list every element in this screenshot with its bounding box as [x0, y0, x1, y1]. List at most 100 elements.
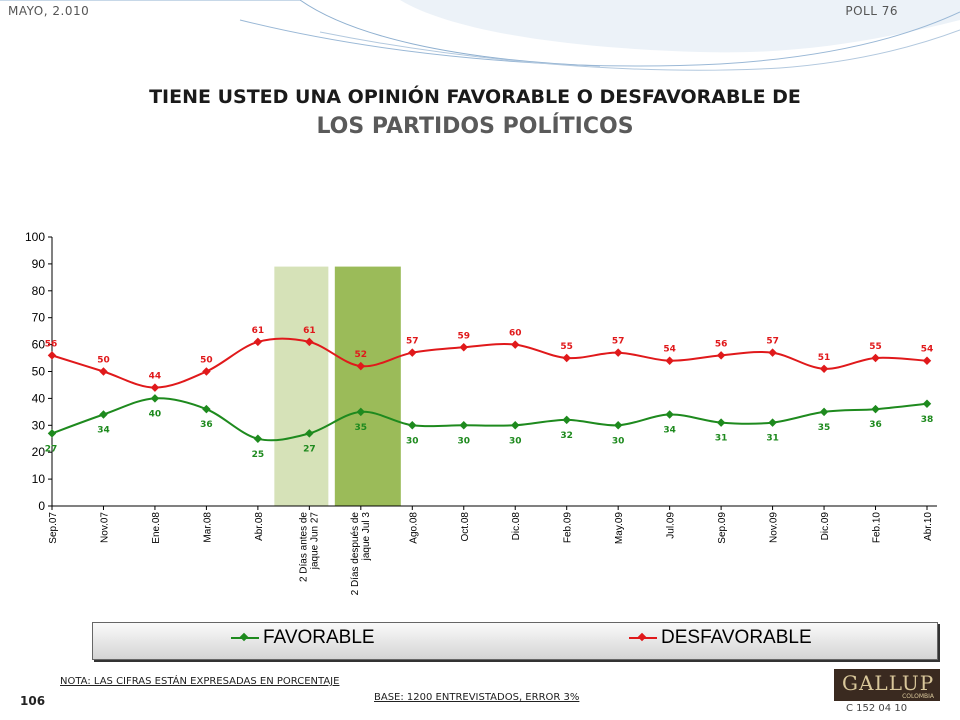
y-tick-label: 60 — [32, 338, 46, 352]
logo-text: GALLUP — [842, 671, 935, 695]
x-tick-label: Mar.08 — [202, 512, 213, 543]
data-point — [665, 356, 674, 365]
data-point — [768, 418, 777, 427]
opinion-line-chart: 0 10 20 30 40 50 60 70 80 90 100 Sep.07 Nov.07 Ene.08… — [25, 230, 937, 596]
data-point — [459, 343, 469, 352]
data-label: 50 — [200, 356, 213, 366]
data-label: 51 — [818, 353, 831, 363]
data-label: 30 — [406, 436, 419, 446]
x-tick-label: Feb.09 — [563, 512, 574, 544]
legend-item-favorable: FAVORABLE — [231, 627, 375, 649]
logo-subtext: COLOMBIA — [902, 693, 934, 700]
x-tick-label: 2 Días después de — [350, 512, 361, 596]
legend-swatch-favorable — [231, 637, 259, 639]
legend-label-favorable: FAVORABLE — [263, 627, 375, 648]
data-point — [819, 407, 829, 417]
data-point — [562, 415, 571, 425]
header-decoration — [0, 0, 960, 71]
data-point — [202, 404, 211, 414]
x-tick-label-group: Feb.09 — [563, 512, 574, 544]
data-point — [253, 434, 263, 443]
x-tick-label: Dic.08 — [511, 512, 522, 541]
sample-base: BASE: 1200 ENTREVISTADOS, ERROR 3% — [374, 692, 580, 703]
x-tick-label-group: May.09 — [614, 512, 625, 544]
data-point — [768, 348, 777, 357]
data-label: 25 — [252, 450, 265, 460]
x-tick-label: Sep.09 — [717, 512, 728, 544]
data-label: 27 — [303, 444, 316, 454]
data-point — [305, 429, 314, 438]
x-tick-label-group: Oct.08 — [460, 512, 471, 542]
x-tick-label: jaque Jun 27 — [309, 512, 320, 571]
data-point — [871, 404, 880, 414]
data-point — [408, 421, 417, 430]
data-point — [613, 421, 623, 430]
data-point — [356, 361, 366, 371]
data-label: 54 — [663, 345, 676, 355]
data-label: 40 — [149, 409, 162, 419]
x-tick-label: Abr.08 — [254, 512, 265, 541]
data-point — [716, 351, 726, 360]
y-tick-label: 90 — [32, 257, 46, 271]
x-tick-label: May.09 — [614, 512, 625, 544]
data-label: 31 — [715, 434, 728, 444]
series-line-desfavorable — [51, 337, 928, 389]
data-point — [150, 383, 160, 392]
data-label: 30 — [457, 436, 470, 446]
data-label: 56 — [715, 339, 728, 349]
x-tick-label: Nov.07 — [99, 512, 110, 543]
x-tick-label: jaque Jul 3 — [361, 512, 372, 562]
data-point — [510, 421, 520, 430]
poll-number: POLL 76 — [845, 4, 898, 18]
data-label: 36 — [200, 420, 213, 430]
series-line-favorable — [51, 397, 928, 442]
data-label: 50 — [97, 356, 110, 366]
x-tick-label-group: Ene.08 — [151, 512, 162, 544]
data-point — [356, 407, 366, 417]
data-label: 44 — [149, 372, 162, 382]
x-tick-label: Abr.10 — [923, 512, 934, 541]
page-number: 106 — [20, 694, 46, 708]
x-tick-label-group: Sep.09 — [717, 512, 728, 544]
data-point — [408, 348, 417, 357]
data-label: 36 — [869, 420, 882, 430]
report-date: MAYO, 2.010 — [8, 4, 90, 18]
highlight-band — [334, 266, 401, 506]
data-label: 34 — [97, 426, 110, 436]
data-point — [47, 351, 57, 360]
legend-label-desfavorable: DESFAVORABLE — [661, 627, 812, 648]
x-tick-label: Ago.08 — [408, 512, 419, 544]
x-tick-label-group: Dic.08 — [511, 512, 522, 541]
data-point — [459, 421, 469, 430]
x-tick-label: Dic.09 — [820, 512, 831, 541]
report-code: C 152 04 10 — [846, 703, 908, 714]
data-point — [510, 340, 520, 349]
data-point — [47, 429, 57, 438]
highlight-band — [274, 266, 329, 506]
x-tick-label: Jul.09 — [666, 512, 677, 539]
x-tick-label-group: Abr.08 — [254, 512, 265, 541]
x-tick-label: Nov.09 — [769, 512, 780, 543]
data-point — [922, 399, 932, 409]
footnote: NOTA: LAS CIFRAS ESTÁN EXPRESADAS EN POR… — [60, 676, 340, 687]
x-tick-label-group: Mar.08 — [202, 512, 213, 543]
data-label: 38 — [921, 415, 934, 425]
x-tick-label-group: Sep.07 — [48, 512, 59, 544]
y-tick-label: 100 — [25, 230, 45, 244]
x-tick-label-group: 2 Días antes de jaque Jun 27 — [298, 512, 320, 582]
data-label: 30 — [612, 436, 625, 446]
x-tick-label: Sep.07 — [48, 512, 59, 544]
gallup-logo: GALLUP COLOMBIA — [834, 669, 940, 701]
x-tick-label: Oct.08 — [460, 512, 471, 542]
y-tick-label: 70 — [32, 311, 46, 325]
y-tick-label: 30 — [32, 418, 46, 432]
data-label: 57 — [766, 337, 779, 347]
y-tick-label: 40 — [32, 391, 46, 405]
x-tick-label-group: Ago.08 — [408, 512, 419, 544]
data-label: 35 — [355, 423, 368, 433]
x-tick-label: Feb.10 — [872, 512, 883, 544]
data-point — [716, 418, 726, 427]
data-label: 60 — [509, 329, 522, 339]
y-tick-label: 50 — [32, 365, 46, 379]
y-tick-label: 10 — [32, 472, 46, 486]
